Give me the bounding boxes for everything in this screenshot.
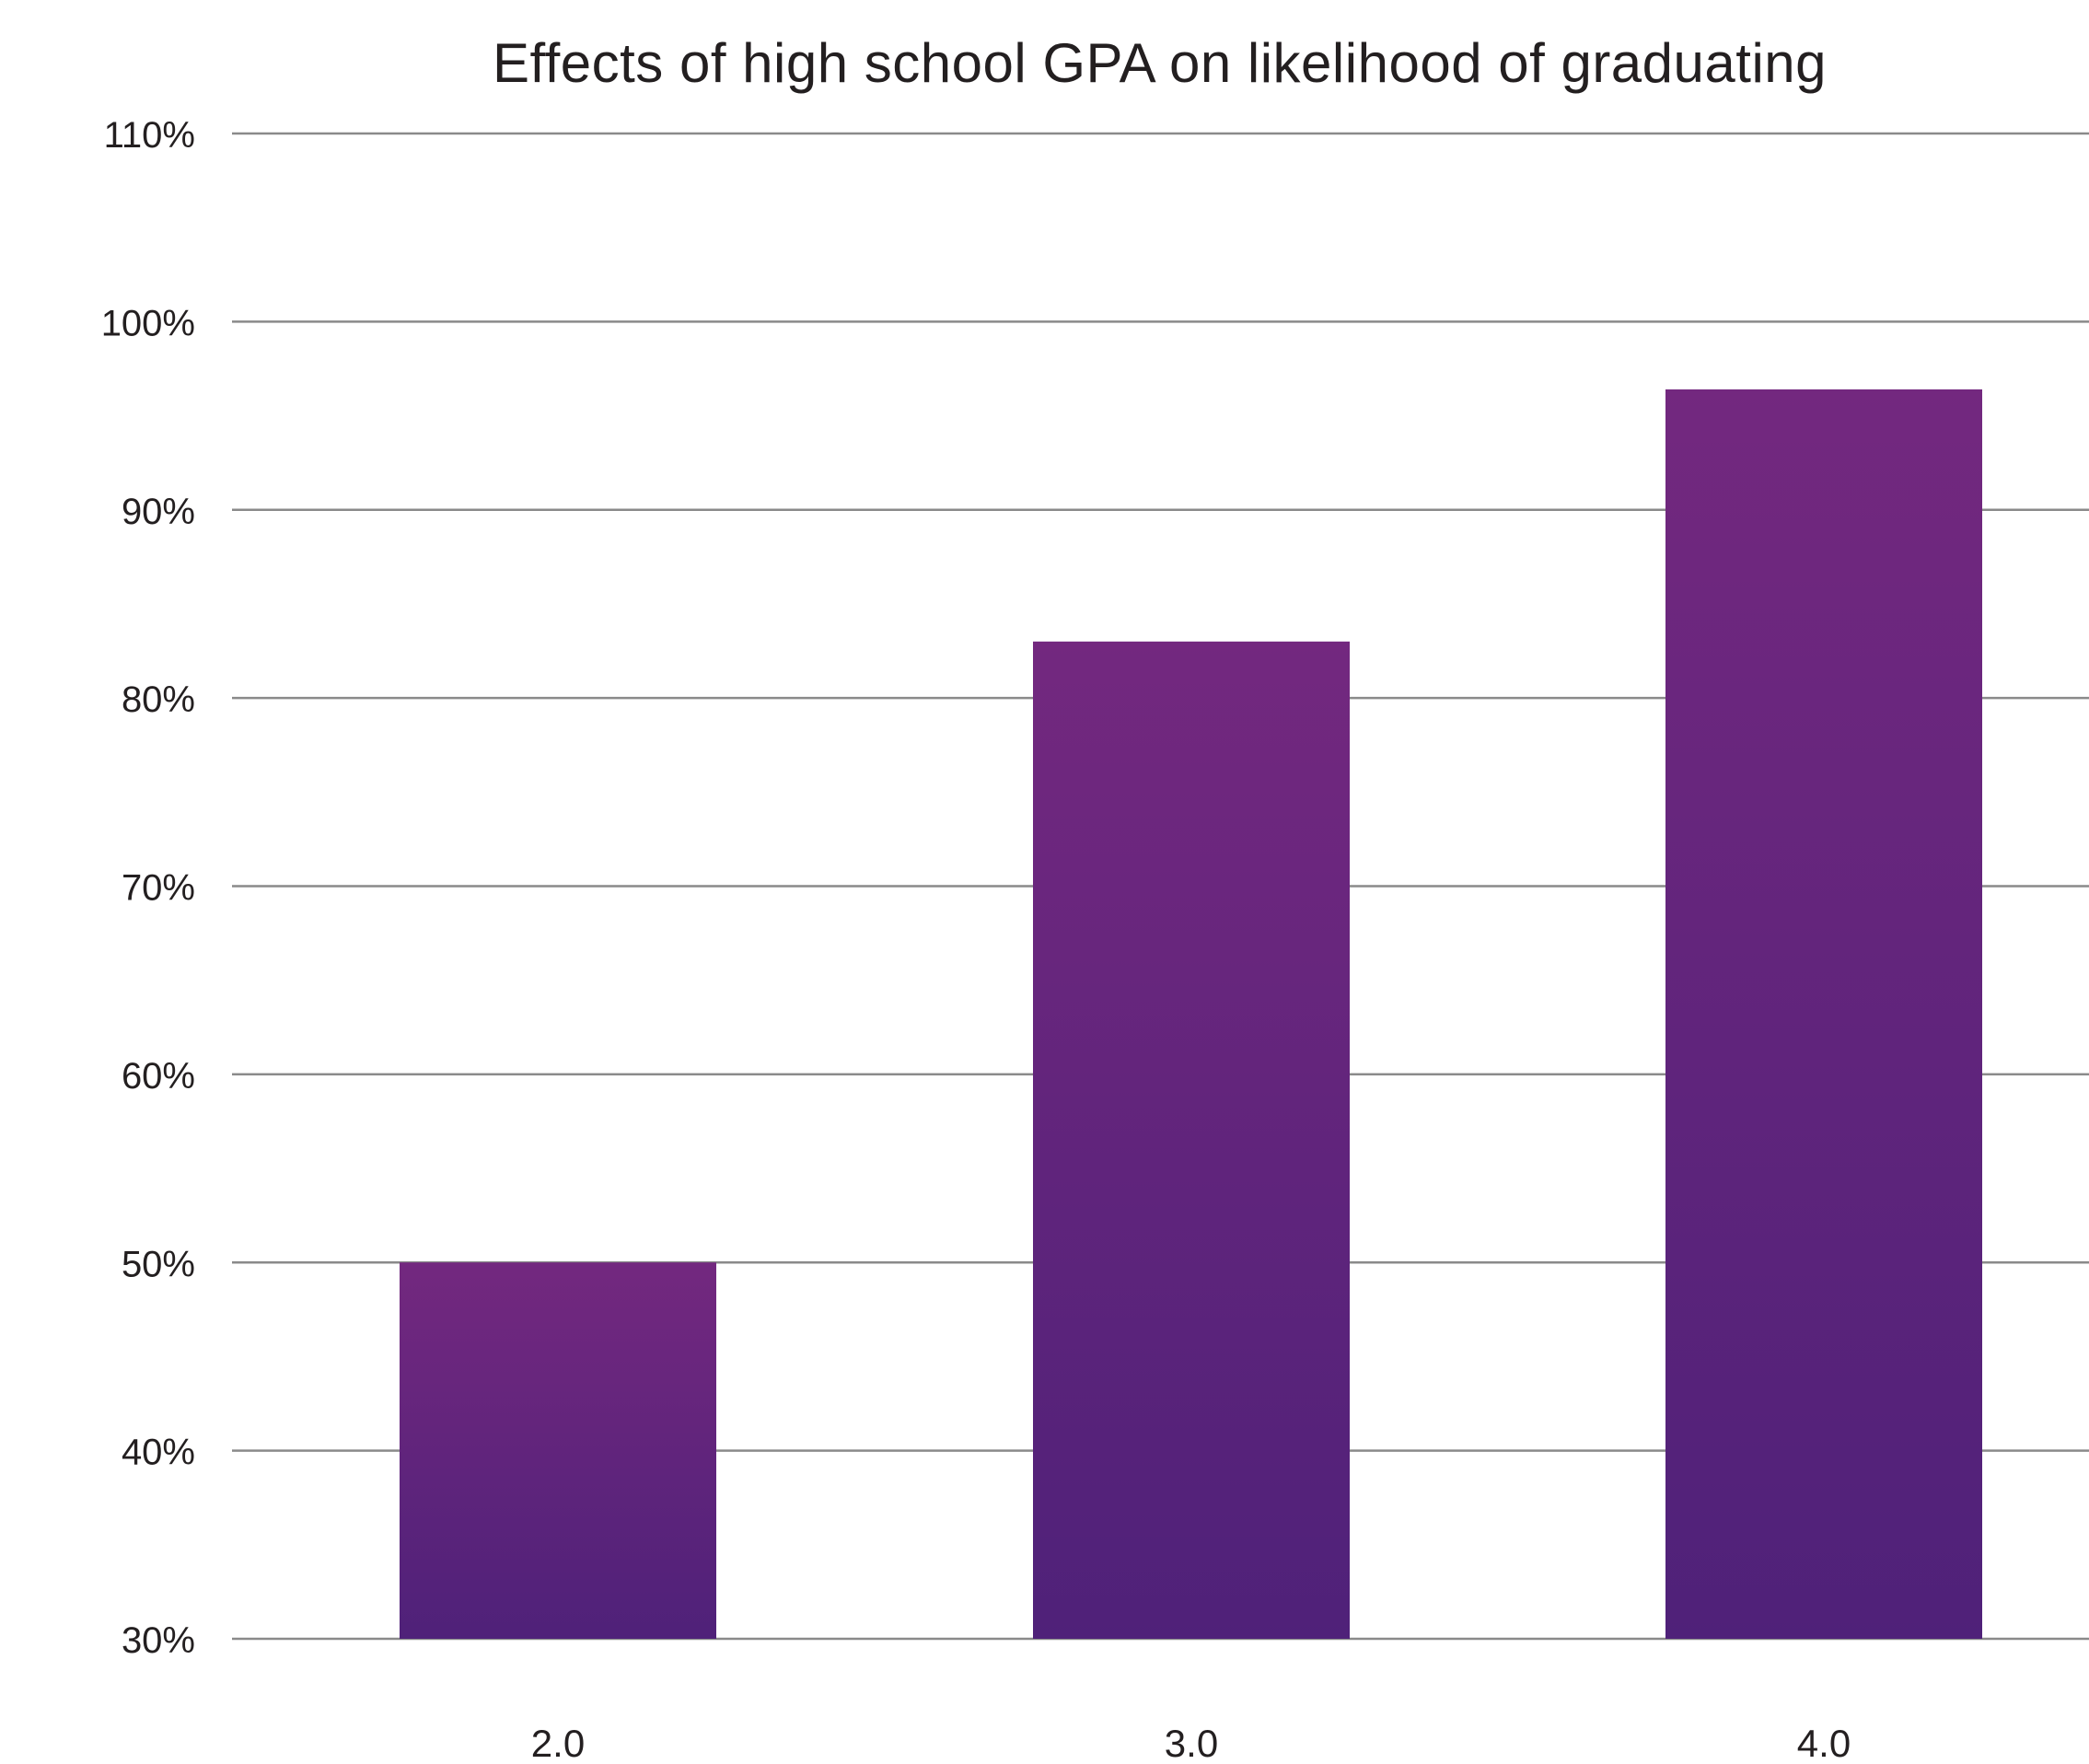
x-tick-label: 3.0 [1165,1722,1218,1764]
y-tick-label: 50% [122,1244,195,1284]
y-tick-label: 30% [122,1620,195,1661]
y-tick-label: 110% [104,115,195,156]
bar-3.0 [1033,641,1350,1639]
bars [400,389,1982,1640]
y-tick-label: 60% [122,1056,195,1097]
bar-4.0 [1665,389,1982,1640]
x-axis-ticks: 2.0 3.0 4.0 [531,1722,1851,1764]
y-tick-label: 90% [122,492,195,532]
y-tick-label: 100% [101,303,195,343]
y-tick-label: 70% [122,868,195,909]
y-axis-ticks: 30% 40% 50% 60% 70% 80% 90% 100% 110% [101,115,195,1661]
x-tick-label: 4.0 [1797,1722,1851,1764]
bar-2.0 [400,1262,716,1639]
chart-title: Effects of high school GPA on likelihood… [492,32,1828,94]
x-tick-label: 2.0 [531,1722,585,1764]
y-tick-label: 40% [122,1433,195,1473]
y-tick-label: 80% [122,679,195,720]
